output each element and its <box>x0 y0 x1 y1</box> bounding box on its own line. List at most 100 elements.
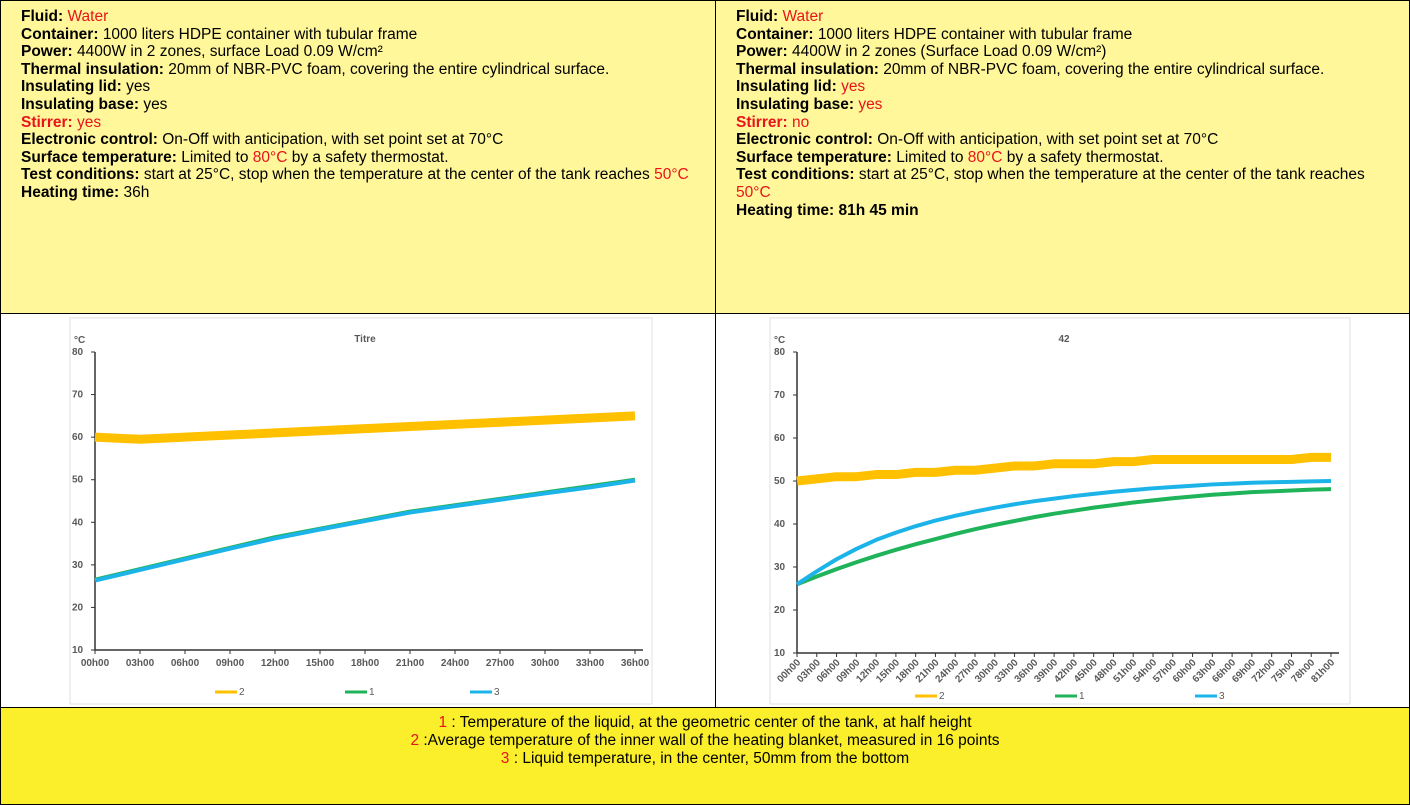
y-tick-label: 20 <box>72 602 84 613</box>
spec-line: Insulating lid: yes <box>21 78 697 96</box>
series-line <box>796 452 1331 486</box>
spec-value: 81h 45 min <box>838 201 919 219</box>
spec-line: Stirrer: yes <box>21 114 697 132</box>
spec-value: yes <box>77 113 102 131</box>
spec-value: yes <box>143 95 168 113</box>
y-tick-label: 70 <box>72 390 84 401</box>
x-tick-label: 24h00 <box>441 658 470 669</box>
spec-value: 20mm of NBR-PVC foam, covering the entir… <box>168 60 610 78</box>
y-tick-label: 60 <box>72 432 84 443</box>
legend-label: 1 <box>369 687 375 698</box>
spec-line: Power: 4400W in 2 zones, surface Load 0.… <box>21 43 697 61</box>
spec-value: 4400W in 2 zones (Surface Load 0.09 W/cm… <box>792 43 1107 61</box>
spec-line: Fluid: Water <box>21 8 697 26</box>
spec-value: 50°C <box>736 183 771 201</box>
y-tick-label: 50 <box>774 476 786 487</box>
x-tick-label: 30h00 <box>531 658 560 669</box>
spec-line: Insulating base: yes <box>21 96 697 114</box>
x-tick-label: 15h00 <box>306 658 335 669</box>
spec-label: Power: <box>21 43 73 61</box>
spec-label: Container: <box>21 25 99 43</box>
spec-value: start at 25°C, stop when the temperature… <box>858 166 1365 184</box>
x-tick-label: 33h00 <box>576 658 605 669</box>
spec-label: Fluid: <box>21 8 64 25</box>
y-tick-label: 60 <box>774 433 786 444</box>
legend-box: 1 : Temperature of the liquid, at the ge… <box>0 707 1410 805</box>
spec-label: Insulating base: <box>21 95 139 113</box>
spec-line: Container: 1000 liters HDPE container wi… <box>21 26 697 44</box>
spec-value: Water <box>67 8 109 25</box>
legend-label: 1 <box>1079 691 1085 702</box>
spec-value: Limited to <box>896 148 964 166</box>
legend-number: 3 <box>500 750 510 767</box>
legend-number: 2 <box>410 732 420 749</box>
spec-value: by a safety thermostat. <box>1006 148 1164 166</box>
spec-label: Test conditions: <box>21 166 140 184</box>
spec-value: 1000 liters HDPE container with tubular … <box>102 25 418 43</box>
spec-label: Fluid: <box>736 8 779 25</box>
spec-label: Electronic control: <box>736 131 873 149</box>
spec-line: Surface temperature: Limited to 80°C by … <box>736 149 1391 167</box>
legend-label: 2 <box>239 687 245 698</box>
y-tick-label: 80 <box>774 347 786 358</box>
y-tick-label: 40 <box>72 517 84 528</box>
y-tick-label: 30 <box>72 560 84 571</box>
spec-cell: Fluid: Water Container: 1000 liters HDPE … <box>715 0 1410 314</box>
series-line <box>796 487 1332 587</box>
spec-value: 4400W in 2 zones, surface Load 0.09 W/cm… <box>77 43 383 61</box>
y-unit: °C <box>774 335 785 346</box>
spec-label: Surface temperature: <box>21 148 177 166</box>
spec-line: Surface temperature: Limited to 80°C by … <box>21 149 697 167</box>
spec-value: 50°C <box>654 166 689 184</box>
spec-value: start at 25°C, stop when the temperature… <box>143 166 650 184</box>
spec-line: Container: 1000 liters HDPE container wi… <box>736 26 1391 44</box>
spec-line: Fluid: Water <box>736 8 1391 26</box>
spec-value: no <box>792 113 810 131</box>
x-tick-label: 06h00 <box>171 658 200 669</box>
y-tick-label: 70 <box>774 390 786 401</box>
spec-value: 80°C <box>252 148 288 166</box>
x-tick-label: 21h00 <box>396 658 425 669</box>
spec-line: Stirrer: no <box>736 114 1391 132</box>
legend-text: : Liquid temperature, in the center, 50m… <box>513 750 910 767</box>
chart-title: 42 <box>1058 334 1070 345</box>
y-tick-label: 20 <box>774 605 786 616</box>
chart-background <box>69 317 653 705</box>
spec-label: Surface temperature: <box>736 148 892 166</box>
spec-value: 36h <box>123 183 150 201</box>
spec-label: Thermal insulation: <box>736 60 879 78</box>
spec-value: On-Off with anticipation, with set point… <box>877 131 1219 149</box>
y-tick-label: 40 <box>774 519 786 530</box>
spec-label: Thermal insulation: <box>21 60 164 78</box>
spec-label: Power: <box>736 43 788 61</box>
legend-number: 1 <box>438 714 448 731</box>
spec-label: Test conditions: <box>736 166 855 184</box>
spec-label: Stirrer: <box>736 113 788 131</box>
spec-value: by a safety thermostat. <box>291 148 449 166</box>
spec-line: Electronic control: On-Off with anticipa… <box>21 131 697 149</box>
y-tick-label: 50 <box>72 475 84 486</box>
spec-line: Heating time: 36h <box>21 184 697 202</box>
spec-line: Thermal insulation: 20mm of NBR-PVC foam… <box>21 61 697 79</box>
y-tick-label: 30 <box>774 562 786 573</box>
spec-cell: Fluid: Water Container: 1000 liters HDPE … <box>0 0 716 314</box>
y-unit: °C <box>74 335 85 346</box>
legend-label: 3 <box>1219 691 1225 702</box>
y-tick-label: 80 <box>72 347 84 358</box>
spec-label: Insulating base: <box>736 95 854 113</box>
spec-label: Heating time: <box>21 183 120 201</box>
spec-line: Insulating base: yes <box>736 96 1391 114</box>
spec-line: Test conditions: start at 25°C, stop whe… <box>736 166 1391 201</box>
y-tick-label: 10 <box>774 648 786 659</box>
spec-value: Water <box>782 8 824 25</box>
spec-label: Insulating lid: <box>736 78 837 96</box>
series-line <box>795 479 1332 586</box>
spec-label: Container: <box>736 25 814 43</box>
spec-line: Power: 4400W in 2 zones (Surface Load 0.… <box>736 43 1391 61</box>
x-tick-label: 18h00 <box>351 658 380 669</box>
spec-line: Insulating lid: yes <box>736 78 1391 96</box>
chart-title: Titre <box>354 334 376 345</box>
x-tick-label: 27h00 <box>486 658 515 669</box>
spec-value: 20mm of NBR-PVC foam, covering the entir… <box>883 60 1325 78</box>
